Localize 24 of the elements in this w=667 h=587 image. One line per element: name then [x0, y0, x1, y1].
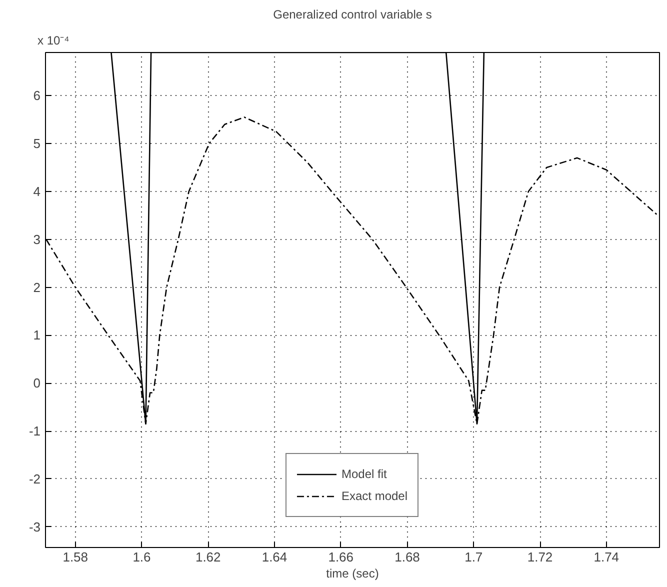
x-tick-label: 1.58 — [62, 550, 88, 564]
legend-label: Exact model — [341, 489, 408, 503]
y-tick-label: 3 — [33, 232, 41, 247]
x-axis-title: time (sec) — [326, 566, 379, 580]
x-tick-label: 1.6 — [132, 550, 151, 564]
x-tick-label: 1.68 — [394, 550, 420, 564]
y-tick-label: 0 — [33, 376, 41, 391]
y-tick-label: 6 — [33, 88, 41, 104]
text: x 10⁻⁴ — [38, 34, 70, 48]
y-tick-label: 2 — [33, 280, 41, 295]
y-tick-label: -1 — [28, 424, 41, 439]
y-tick-label: 4 — [33, 184, 41, 199]
legend-label: Model fit — [341, 467, 387, 481]
y-tick-label: -3 — [28, 519, 41, 534]
x-tick-label: 1.64 — [262, 550, 288, 564]
x-tick-label: 1.74 — [594, 550, 620, 564]
y-tick-label: 1 — [33, 328, 41, 343]
x-tick-label: 1.62 — [195, 550, 221, 564]
y-tick-label: 5 — [33, 136, 41, 152]
y-tick-label: -2 — [28, 471, 41, 486]
x-tick-label: 1.72 — [527, 550, 553, 564]
chart-title: Generalized control variable s — [273, 8, 432, 22]
x-tick-label: 1.7 — [464, 550, 483, 564]
x-tick-label: 1.66 — [328, 550, 354, 564]
